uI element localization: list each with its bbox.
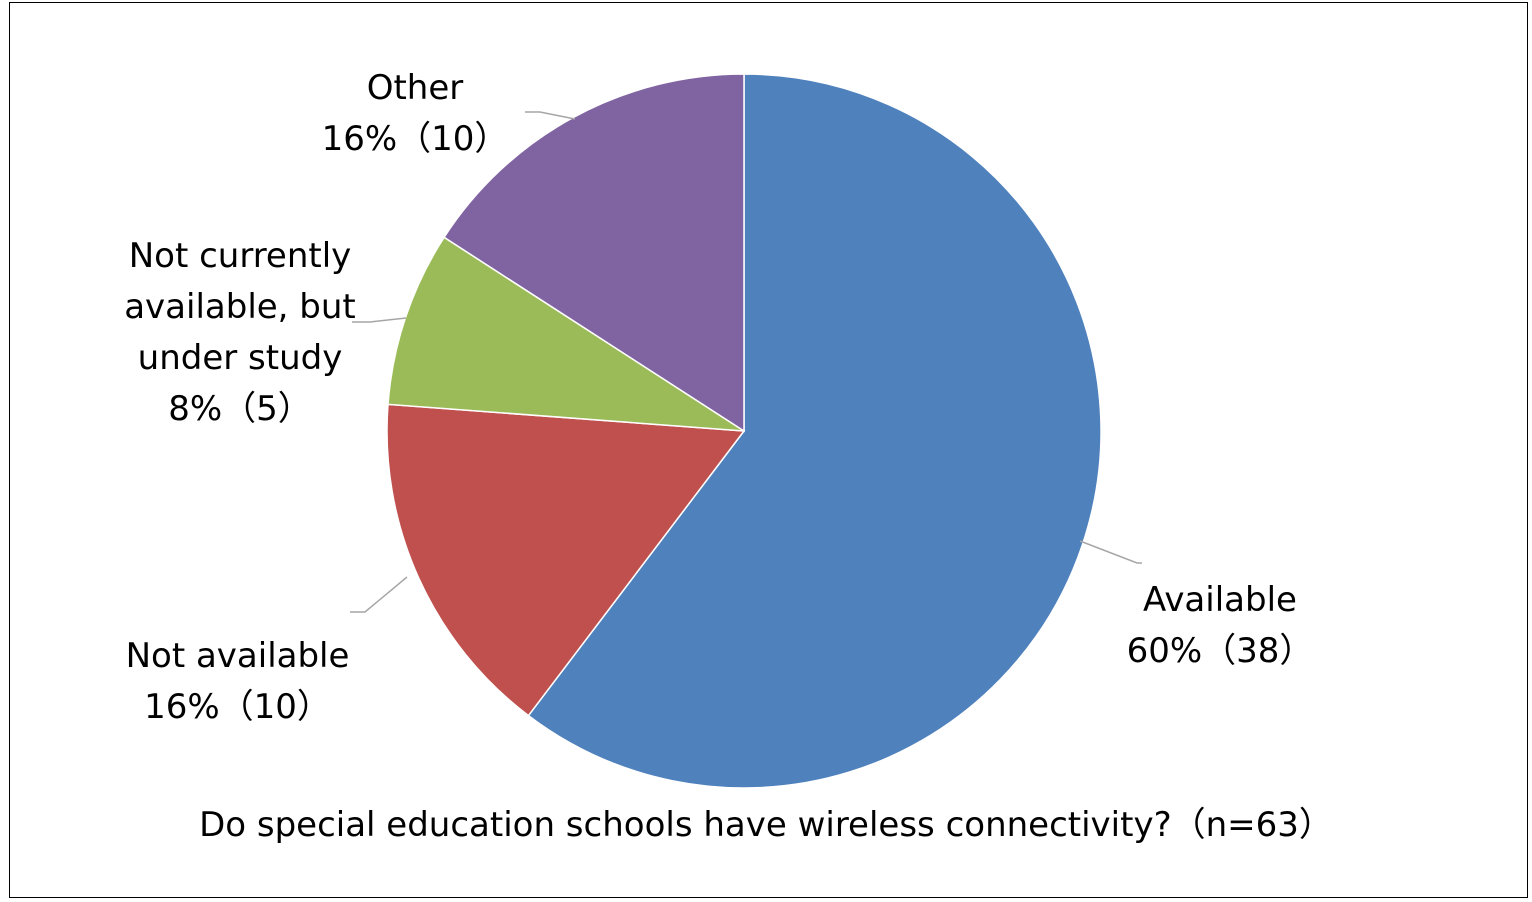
leader-line-available xyxy=(1079,540,1142,564)
slice-label-not-available: Not available 16%（10） xyxy=(105,580,370,784)
slice-label-available-name: Available xyxy=(1143,580,1297,620)
slice-label-other: Other 16%（10） xyxy=(300,12,530,216)
leader-line-other xyxy=(525,111,576,120)
slice-label-other-percent: 16%（10） xyxy=(321,119,509,159)
slice-label-not-available-name: Not available xyxy=(125,636,350,676)
pie-slice-not-available xyxy=(386,403,746,717)
pie-slice-other xyxy=(443,73,745,433)
leader-line-not-available xyxy=(350,576,408,613)
leader-line-under-study xyxy=(352,317,407,323)
pie-slice-available xyxy=(527,73,1102,789)
slice-label-under-study: Not currently available, but under study… xyxy=(105,180,375,486)
slice-label-under-study-percent: 8%（5） xyxy=(168,389,312,429)
slice-label-available: Available 60%（38） xyxy=(1120,524,1320,728)
slice-label-under-study-name: Not currently available, but under study xyxy=(124,236,356,378)
slice-label-not-available-percent: 16%（10） xyxy=(144,687,331,727)
chart-title: Do special education schools have wirele… xyxy=(199,805,1333,845)
slice-label-other-name: Other xyxy=(366,68,464,108)
slice-label-available-percent: 60%（38） xyxy=(1126,631,1314,671)
